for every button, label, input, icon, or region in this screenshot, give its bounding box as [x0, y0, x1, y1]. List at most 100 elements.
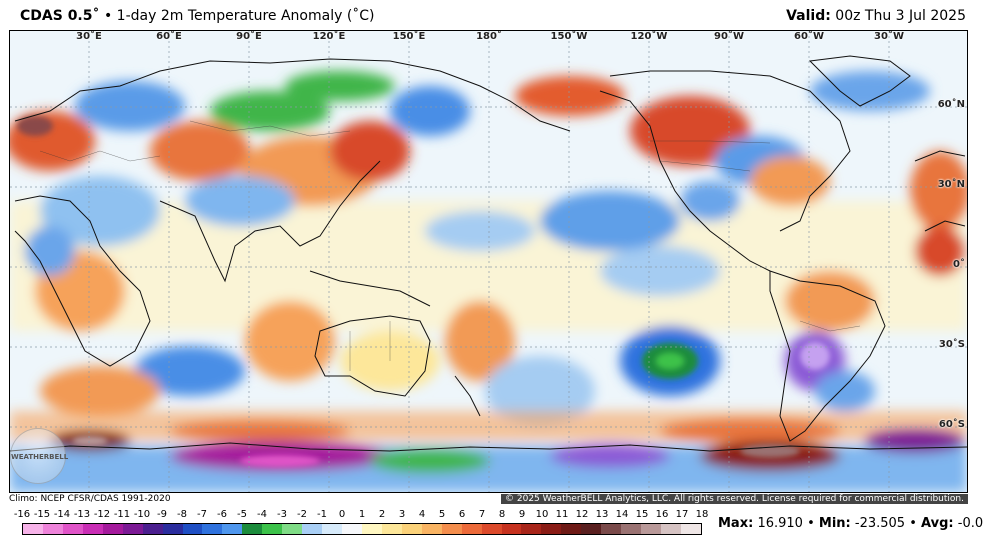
colorbar-swatch: [342, 524, 362, 534]
coastlines: [10, 55, 967, 452]
color-legend: -16 -15 -14 -13 -12 -11 -10 -9 -8 -7 -6 -5 -4 -3 -2 -1 0…: [14, 509, 709, 539]
legend-tick-label: 14: [615, 509, 629, 520]
longitude-label: 60˚E: [156, 31, 182, 42]
longitude-label: 90˚E: [236, 31, 262, 42]
longitude-label: 120˚E: [312, 31, 346, 42]
legend-tick-label: -14: [53, 509, 71, 520]
legend-tick-label: 6: [458, 509, 466, 520]
colorbar-swatch: [601, 524, 622, 534]
legend-tick-label: -15: [33, 509, 51, 520]
colorbar-swatch: [82, 524, 103, 534]
min-value: -23.505: [854, 516, 906, 531]
colorbar: [22, 523, 702, 535]
colorbar-swatch: [262, 524, 283, 534]
legend-tick-label: 18: [695, 509, 709, 520]
legend-tick-label: 5: [438, 509, 446, 520]
legend-tick-label: 2: [378, 509, 386, 520]
colorbar-swatch: [421, 524, 442, 534]
title-separator: •: [103, 8, 113, 24]
borders: [39, 120, 861, 371]
legend-tick-label: -16: [13, 509, 31, 520]
colorbar-swatch: [102, 524, 123, 534]
avg-value: -0.029: [957, 516, 984, 531]
colorbar-swatch: [302, 524, 323, 534]
legend-tick-label: 0: [338, 509, 346, 520]
longitude-label: 150˚E: [392, 31, 426, 42]
map-title: CDAS 0.5˚ • 1-day 2m Temperature Anomaly…: [20, 8, 375, 24]
colorbar-swatch: [621, 524, 642, 534]
colorbar-swatch: [222, 524, 243, 534]
latitude-label: 30˚S: [938, 339, 965, 350]
colorbar-swatch: [162, 524, 183, 534]
valid-time: Valid: 00z Thu 3 Jul 2025: [786, 8, 966, 24]
header: CDAS 0.5˚ • 1-day 2m Temperature Anomaly…: [0, 0, 984, 30]
legend-tick-label: 1: [358, 509, 366, 520]
valid-label: Valid:: [786, 8, 831, 24]
stats-separator: •: [807, 516, 815, 531]
legend-tick-label: -3: [277, 509, 287, 520]
colorbar-swatch: [242, 524, 263, 534]
colorbar-swatch: [401, 524, 422, 534]
model-name: CDAS 0.5˚: [20, 8, 100, 24]
colorbar-swatch: [322, 524, 342, 534]
legend-tick-label: 3: [398, 509, 406, 520]
colorbar-swatch: [501, 524, 522, 534]
weatherbell-logo: WEATHERBELL: [10, 428, 69, 484]
min-label: Min:: [818, 516, 851, 531]
avg-label: Avg:: [921, 516, 954, 531]
legend-tick-label: -8: [177, 509, 187, 520]
longitude-label: 30˚E: [76, 31, 102, 42]
anomaly-cores: [17, 116, 830, 467]
anomaly-map[interactable]: 30˚E 60˚E 90˚E 120˚E 150˚E 180˚ 150˚W 12…: [9, 30, 968, 493]
latitude-label: 60˚N: [937, 99, 965, 110]
legend-tick-label: -6: [217, 509, 227, 520]
colorbar-swatch: [661, 524, 681, 534]
colorbar-swatch: [142, 524, 163, 534]
legend-tick-label: -10: [133, 509, 151, 520]
field-stats: Max: 16.910 • Min: -23.505 • Avg: -0.029: [718, 516, 984, 531]
longitude-label: 90˚W: [714, 31, 744, 42]
legend-tick-label: -1: [317, 509, 327, 520]
colorbar-swatch: [461, 524, 482, 534]
longitude-label: 30˚W: [874, 31, 904, 42]
anomaly-field: [10, 71, 967, 492]
legend-tick-label: 9: [518, 509, 526, 520]
legend-tick-label: 4: [418, 509, 426, 520]
legend-tick-label: 15: [635, 509, 649, 520]
colorbar-swatch: [680, 524, 701, 534]
colorbar-swatch: [381, 524, 402, 534]
legend-tick-label: 11: [555, 509, 569, 520]
colorbar-swatch: [202, 524, 223, 534]
legend-ticks: -16 -15 -14 -13 -12 -11 -10 -9 -8 -7 -6 -5 -4 -3 -2 -1 0…: [14, 509, 709, 521]
longitude-label: 60˚W: [794, 31, 824, 42]
colorbar-swatch: [561, 524, 582, 534]
colorbar-swatch: [122, 524, 143, 534]
colorbar-swatch: [361, 524, 382, 534]
colorbar-swatch: [641, 524, 661, 534]
legend-tick-label: -11: [113, 509, 131, 520]
product-name: 1-day 2m Temperature Anomaly (˚C): [116, 8, 375, 24]
colorbar-swatch: [481, 524, 502, 534]
legend-tick-label: 10: [535, 509, 549, 520]
legend-tick-label: 12: [575, 509, 589, 520]
colorbar-swatch: [282, 524, 303, 534]
legend-tick-label: -7: [197, 509, 207, 520]
legend-tick-label: 8: [498, 509, 506, 520]
longitude-label: 120˚W: [630, 31, 668, 42]
colorbar-swatch: [23, 524, 43, 534]
legend-tick-label: 7: [478, 509, 486, 520]
colorbar-swatch: [62, 524, 83, 534]
latitude-label: 30˚N: [937, 179, 965, 190]
legend-tick-label: -12: [93, 509, 111, 520]
stats-separator: •: [909, 516, 917, 531]
valid-value: 00z Thu 3 Jul 2025: [835, 8, 966, 24]
legend-tick-label: -4: [257, 509, 267, 520]
max-value: 16.910: [757, 516, 803, 531]
legend-tick-label: -13: [73, 509, 91, 520]
colorbar-swatch: [182, 524, 203, 534]
legend-tick-label: 16: [655, 509, 669, 520]
logo-text: WEATHERBELL: [11, 453, 69, 461]
colorbar-swatch: [521, 524, 542, 534]
graticule: [10, 31, 967, 492]
longitude-label: 150˚W: [550, 31, 588, 42]
